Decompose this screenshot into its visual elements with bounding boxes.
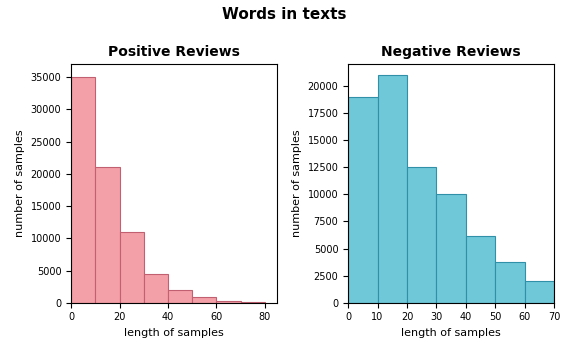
- Bar: [119, 232, 144, 303]
- Y-axis label: number of samples: number of samples: [15, 130, 25, 237]
- Bar: [168, 290, 192, 303]
- Title: Positive Reviews: Positive Reviews: [108, 45, 240, 59]
- Bar: [216, 301, 241, 303]
- Bar: [407, 167, 436, 303]
- Bar: [96, 167, 119, 303]
- Bar: [466, 235, 495, 303]
- Bar: [71, 77, 96, 303]
- Bar: [348, 97, 378, 303]
- Text: Words in texts: Words in texts: [222, 7, 347, 22]
- Title: Negative Reviews: Negative Reviews: [381, 45, 521, 59]
- Bar: [436, 195, 466, 303]
- Bar: [554, 296, 569, 303]
- Bar: [192, 297, 216, 303]
- Bar: [378, 75, 407, 303]
- Bar: [495, 262, 525, 303]
- Y-axis label: number of samples: number of samples: [292, 130, 302, 237]
- X-axis label: length of samples: length of samples: [124, 328, 224, 338]
- Bar: [144, 274, 168, 303]
- X-axis label: length of samples: length of samples: [401, 328, 501, 338]
- Bar: [525, 281, 554, 303]
